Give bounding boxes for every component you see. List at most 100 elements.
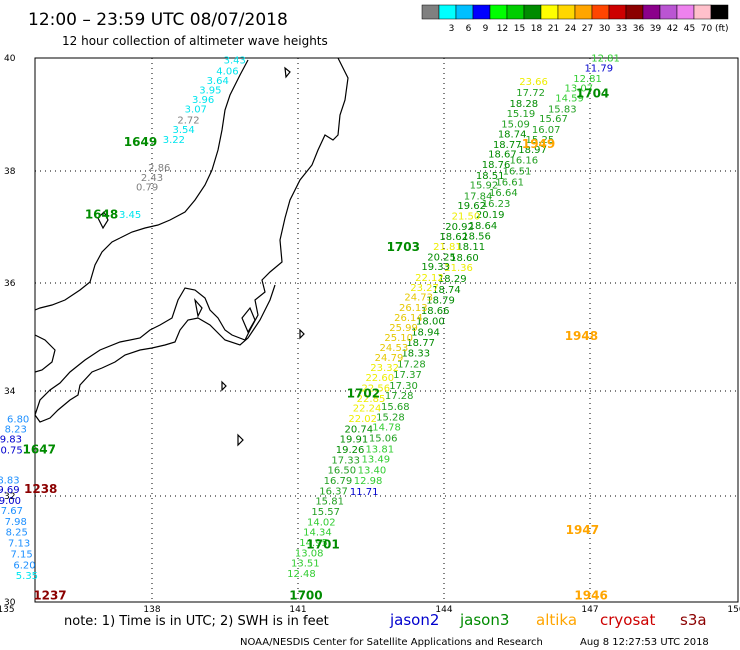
legend-label: 9 [483, 24, 489, 34]
wave-height-value: 13.40 [358, 466, 387, 477]
wave-height-value: 8.83 [0, 475, 20, 486]
legend-swatch [710, 4, 729, 20]
pass-time-label: 1948 [565, 329, 598, 343]
wave-height-value: 14.95 [299, 538, 328, 549]
wave-height-value: 17.28 [385, 391, 414, 402]
color-scale-legend: 3 6 9 12 15 18 21 24 27 30 33 36 39 42 45 70 [421, 4, 729, 34]
legend-swatch [472, 4, 491, 20]
pass-time-label: 1704 [576, 87, 609, 101]
legend-swatch [421, 4, 440, 20]
wave-height-value: 15.06 [369, 434, 398, 445]
figure-title: 12:00 – 23:59 UTC 08/07/2018 [28, 10, 288, 30]
wave-height-value: 18.76 [482, 160, 511, 171]
wave-height-value: 17.28 [397, 360, 426, 371]
wave-height-value: 16.64 [489, 188, 518, 199]
legend-swatch [438, 4, 457, 20]
wave-height-value: 18.60 [450, 253, 479, 264]
wave-height-value: 11.79 [584, 64, 613, 75]
wave-height-value: 15.83 [548, 104, 577, 115]
wave-height-value: 9.69 [0, 485, 20, 496]
wave-height-value: 14.34 [303, 528, 332, 539]
wave-height-value: 19.91 [340, 435, 369, 446]
wave-height-value: 3.64 [207, 76, 229, 87]
wave-height-value: 22.60 [365, 373, 394, 384]
wave-height-value: 17.37 [393, 370, 422, 381]
wave-height-value: 16.50 [327, 466, 356, 477]
wave-height-value: 21.81 [433, 242, 462, 253]
wave-height-value: 3.96 [192, 95, 214, 106]
pass-time-label: 1701 [306, 538, 339, 552]
legend-unit: (ft) [715, 24, 729, 34]
wave-height-value: 9.83 [0, 435, 22, 446]
wave-height-value: 17.30 [389, 381, 418, 392]
wave-height-value: 26.14 [394, 313, 423, 324]
wave-height-value: 8.23 [5, 424, 27, 435]
legend-swatch [523, 4, 542, 20]
wave-height-value: 3.54 [173, 125, 195, 136]
legend-swatch [591, 4, 610, 20]
wave-height-value: 20.74 [345, 424, 374, 435]
wave-height-value: 5.35 [16, 571, 38, 582]
lon-tick-label: 144 [435, 605, 452, 615]
wave-height-value: 18.66 [421, 306, 450, 317]
wave-height-value: 23.27 [410, 283, 439, 294]
wave-height-value: 18.97 [518, 145, 547, 156]
satellite-name: s3a [680, 611, 707, 629]
wave-height-value: 15.81 [315, 497, 344, 508]
legend-label: 15 [514, 24, 525, 34]
wave-height-value: 12.81 [573, 74, 602, 85]
legend-swatch [506, 4, 525, 20]
satellite-legend: jason2 jason3 altika cryosat s3a [389, 611, 707, 629]
wave-height-value: 0.79 [136, 183, 158, 194]
wave-height-value: 19.62 [457, 201, 486, 212]
wave-height-value: 15.19 [507, 109, 536, 120]
legend-label: 27 [582, 24, 593, 34]
wave-height-value: 3.43 [224, 55, 246, 66]
wave-height-value: 17.33 [331, 455, 360, 466]
wave-height-value: 3.95 [199, 85, 221, 96]
wave-height-value: 13.49 [362, 455, 391, 466]
wave-height-value: 22.85 [357, 394, 386, 405]
wave-height-value: 18.79 [426, 295, 455, 306]
wave-height-value: 10.75 [0, 445, 23, 456]
wave-height-value: 4.06 [216, 66, 238, 77]
lon-tick-label: 150 [727, 605, 740, 615]
wave-height-value: 6.80 [7, 414, 29, 425]
footer-credit: NOAA/NESDIS Center for Satellite Applica… [240, 637, 543, 648]
legend-label: 6 [466, 24, 472, 34]
wave-height-value: 22.12 [415, 273, 444, 284]
pass-time-label: 1946 [574, 588, 607, 602]
wave-height-value: 16.51 [503, 166, 532, 177]
wave-height-value: 15.67 [539, 114, 568, 125]
wave-height-value: 2.43 [141, 173, 163, 184]
pass-time-label: 1238 [24, 482, 57, 496]
wave-height-value: 3.07 [185, 104, 207, 115]
footer-timestamp: Aug 8 12:27:53 UTC 2018 [580, 637, 709, 648]
footer-note: note: 1) Time is in UTC; 2) SWH is in fe… [64, 614, 329, 629]
legend-label: 45 [684, 24, 695, 34]
legend-label: 70 [701, 24, 713, 34]
wave-height-value: 18.56 [462, 232, 491, 243]
wave-height-value: 16.23 [482, 199, 511, 210]
wave-height-labels: 3.434.063.643.953.963.072.723.543.22 2.86… [0, 53, 620, 582]
longitude-tick-labels: 135 138 141 144 147 150 [0, 605, 740, 615]
wave-height-value: 15.09 [501, 120, 530, 131]
pass-time-label: 1649 [124, 135, 157, 149]
wave-height-value: 15.28 [376, 412, 405, 423]
wave-height-value: 2.86 [148, 163, 170, 174]
legend-swatch [608, 4, 627, 20]
lon-tick-label: 138 [143, 605, 160, 615]
wave-height-value: 18.67 [488, 150, 517, 161]
wave-height-value: 16.16 [509, 156, 538, 167]
lat-tick-label: 38 [4, 167, 16, 177]
legend-swatch [540, 4, 559, 20]
lat-tick-label: 30 [4, 598, 16, 608]
wave-height-value: 8.25 [6, 528, 28, 539]
wave-height-value: 18.51 [476, 171, 505, 182]
wave-height-value: 12.81 [591, 53, 620, 64]
map-frame [34, 57, 739, 603]
wave-height-value: 18.64 [469, 221, 498, 232]
wave-height-value: 17.72 [516, 88, 545, 99]
wave-height-value: 16.61 [495, 177, 524, 188]
